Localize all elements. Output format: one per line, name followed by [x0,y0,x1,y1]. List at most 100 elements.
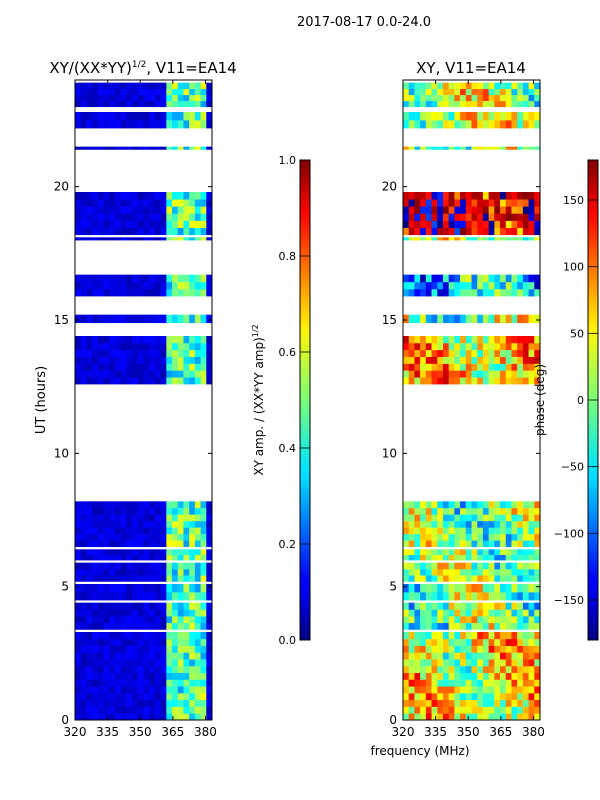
phase-cell [488,227,495,236]
amplitude-cell [154,220,162,228]
phase-cell [471,540,478,548]
amplitude-cell [103,213,110,221]
amplitude-cell [189,377,196,385]
phase-cell [511,112,518,121]
amplitude-cell [160,314,167,324]
phase-cell [488,665,495,674]
phase-cell [425,314,432,324]
amplitude-cell [120,692,127,701]
phase-cell [511,584,518,593]
amplitude-cell [154,609,162,617]
amplitude-cell [189,507,196,515]
phase-cell [431,686,438,694]
amplitude-cell [86,192,93,200]
phase-cell [437,274,444,283]
amplitude-cell [194,706,201,714]
amplitude-cell [183,602,190,610]
amplitude-cell [126,82,133,90]
phase-cell [534,652,540,660]
phase-cell [403,281,410,290]
phase-cell [482,288,490,297]
phase-cell [505,645,512,653]
x-tick-label: 380 [522,725,545,739]
phase-cell [494,699,501,707]
phase-cell [454,112,461,121]
phase-cell [528,507,535,515]
phase-cell [505,227,512,236]
phase-cell [494,281,501,290]
phase-cell [403,554,410,561]
amplitude-cell [200,665,207,674]
phase-cell [460,554,467,561]
amplitude-cell [103,609,110,617]
phase-cell [437,616,444,624]
amplitude-cell [109,314,116,324]
amplitude-cell [80,146,87,150]
amplitude-cell [97,220,104,228]
phase-cell [477,82,484,90]
amplitude-cell [189,592,196,601]
phase-cell [460,609,467,617]
amplitude-cell [137,288,144,297]
amplitude-cell [126,377,133,385]
phase-cell [494,349,501,357]
phase-cell [517,679,524,687]
amplitude-cell [80,336,87,344]
phase-cell [488,713,495,720]
phase-cell [431,533,438,541]
amplitude-cell [200,288,207,297]
phase-cell [534,568,540,576]
phase-cell [425,342,432,351]
phase-cell [500,370,507,378]
amplitude-cell [200,699,207,707]
phase-cell [437,220,444,228]
phase-cell [431,112,438,121]
phase-cell [477,549,484,556]
amplitude-cell [109,713,116,720]
amplitude-cell [183,514,190,522]
amplitude-cell [149,527,156,535]
amplitude-cell [75,609,82,617]
phase-cell [431,679,438,687]
amplitude-cell [177,575,184,582]
phase-cell [505,342,512,351]
amplitude-cell [160,679,167,687]
amplitude-cell [126,288,133,297]
amplitude-cell [177,622,184,630]
phase-cell [500,638,507,646]
amplitude-cell [166,638,173,646]
amplitude-cell [120,349,127,357]
phase-cell [403,562,410,570]
amplitude-cell [206,638,212,646]
amplitude-cell [120,281,127,290]
amplitude-cell [166,88,173,96]
amplitude-cell [126,562,133,570]
amplitude-cell [86,220,93,228]
phase-cell [471,562,478,570]
amplitude-cell [160,514,167,522]
amplitude-cell [194,274,201,283]
amplitude-cell [177,679,184,687]
phase-cell [534,88,540,96]
amplitude-cell [80,288,87,297]
amplitude-cell [177,692,184,701]
phase-cell [528,100,535,108]
amplitude-cell [109,213,116,221]
amplitude-cell [114,699,122,707]
phase-cell [511,82,518,90]
amplitude-cell [143,609,150,617]
amplitude-cell [137,274,144,283]
phase-cell [505,314,512,324]
amplitude-cell [109,549,116,556]
phase-cell [528,274,535,283]
phase-cell [488,120,495,129]
amplitude-cell [189,706,196,714]
phase-cell [494,342,501,351]
phase-cell [500,82,507,90]
phase-cell [477,120,484,129]
amplitude-cell [114,713,122,720]
phase-cell [522,94,529,102]
amplitude-cell [103,672,110,680]
phase-cell [488,274,495,283]
amplitude-cell [160,199,167,207]
